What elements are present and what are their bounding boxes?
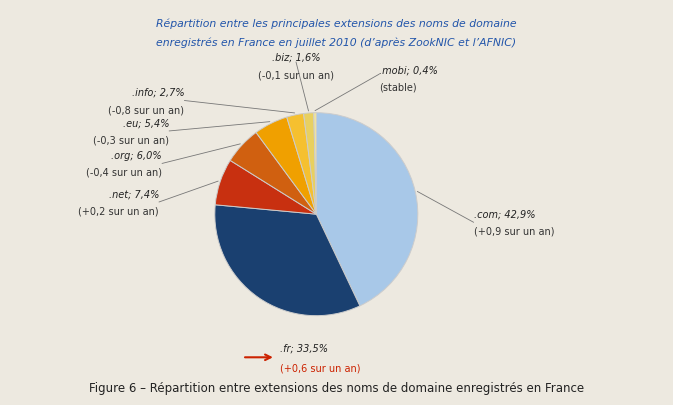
Text: .com; 42,9%: .com; 42,9% bbox=[474, 209, 535, 219]
Text: enregistrés en France en juillet 2010 (d’après ZookNIC et l’AFNIC): enregistrés en France en juillet 2010 (d… bbox=[156, 37, 517, 48]
Wedge shape bbox=[215, 161, 316, 215]
Text: (-0,1 sur un an): (-0,1 sur un an) bbox=[258, 70, 334, 80]
Wedge shape bbox=[314, 113, 316, 215]
Text: .eu; 5,4%: .eu; 5,4% bbox=[122, 118, 169, 128]
Text: (-0,8 sur un an): (-0,8 sur un an) bbox=[108, 105, 184, 115]
Text: (-0,4 sur un an): (-0,4 sur un an) bbox=[86, 168, 162, 177]
Text: .org; 6,0%: .org; 6,0% bbox=[112, 151, 162, 160]
Text: .mobi; 0,4%: .mobi; 0,4% bbox=[380, 65, 438, 75]
Text: Répartition entre les principales extensions des noms de domaine: Répartition entre les principales extens… bbox=[156, 18, 517, 29]
Text: .fr; 33,5%: .fr; 33,5% bbox=[280, 342, 328, 352]
Text: .info; 2,7%: .info; 2,7% bbox=[132, 88, 184, 98]
Wedge shape bbox=[304, 113, 316, 215]
Text: (+0,9 sur un an): (+0,9 sur un an) bbox=[474, 226, 554, 236]
Wedge shape bbox=[230, 133, 316, 215]
Wedge shape bbox=[215, 205, 360, 316]
Text: (stable): (stable) bbox=[380, 82, 417, 92]
Wedge shape bbox=[256, 118, 316, 215]
Text: (+0,2 sur un an): (+0,2 sur un an) bbox=[78, 206, 159, 216]
Wedge shape bbox=[287, 114, 316, 215]
Wedge shape bbox=[316, 113, 418, 306]
Text: Figure 6 – Répartition entre extensions des noms de domaine enregistrés en Franc: Figure 6 – Répartition entre extensions … bbox=[89, 381, 584, 394]
Text: (+0,6 sur un an): (+0,6 sur un an) bbox=[280, 362, 360, 373]
Text: .biz; 1,6%: .biz; 1,6% bbox=[272, 53, 320, 63]
Text: .net; 7,4%: .net; 7,4% bbox=[108, 189, 159, 199]
Text: (-0,3 sur un an): (-0,3 sur un an) bbox=[93, 135, 169, 145]
